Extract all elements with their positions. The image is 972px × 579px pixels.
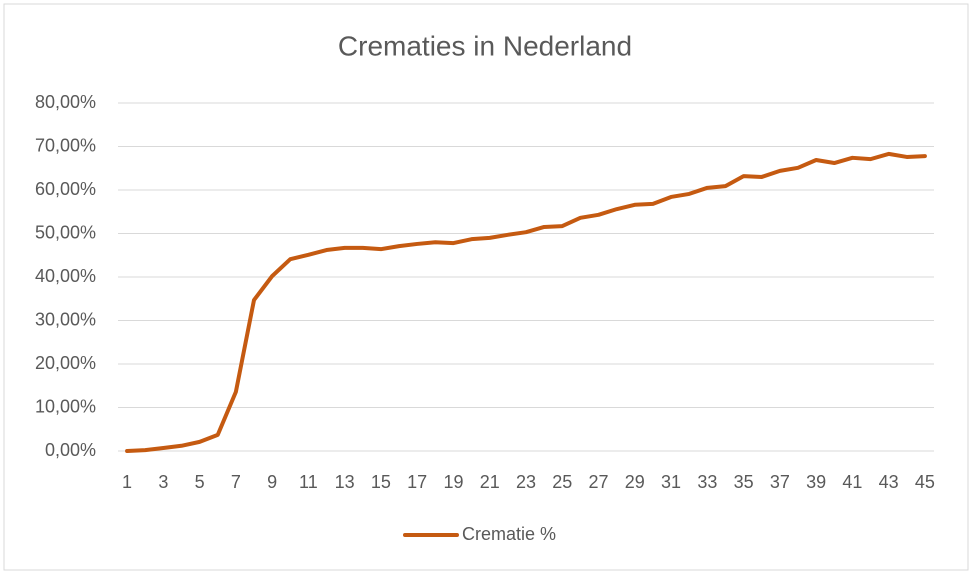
x-tick-label: 9 [267,472,277,492]
x-tick-label: 33 [697,472,717,492]
x-tick-label: 17 [407,472,427,492]
legend-label: Crematie % [462,524,556,544]
y-tick-label: 20,00% [35,353,96,373]
y-tick-label: 30,00% [35,309,96,329]
x-tick-label: 41 [842,472,862,492]
data-line [125,151,927,453]
x-tick-label: 19 [443,472,463,492]
x-tick-label: 31 [661,472,681,492]
y-tick-label: 70,00% [35,135,96,155]
x-tick-label: 1 [122,472,132,492]
x-tick-label: 37 [770,472,790,492]
x-tick-label: 27 [589,472,609,492]
x-tick-label: 23 [516,472,536,492]
x-tick-label: 43 [879,472,899,492]
x-tick-label: 35 [734,472,754,492]
x-tick-label: 39 [806,472,826,492]
y-tick-label: 10,00% [35,396,96,416]
y-tick-label: 60,00% [35,179,96,199]
x-tick-label: 11 [299,472,318,492]
x-tick-label: 7 [231,472,241,492]
x-tick-label: 29 [625,472,645,492]
x-tick-label: 3 [158,472,168,492]
y-tick-label: 40,00% [35,266,96,286]
y-tick-label: 80,00% [35,92,96,112]
x-tick-label: 25 [552,472,572,492]
x-tick-label: 21 [480,472,500,492]
x-tick-label: 5 [195,472,205,492]
chart-area [3,3,969,571]
y-tick-label: 50,00% [35,222,96,242]
x-tick-label: 15 [371,472,391,492]
x-tick-label: 13 [335,472,355,492]
y-tick-label: 0,00% [45,440,96,460]
x-tick-label: 45 [915,472,935,492]
chart-title: Crematies in Nederland [338,30,632,61]
